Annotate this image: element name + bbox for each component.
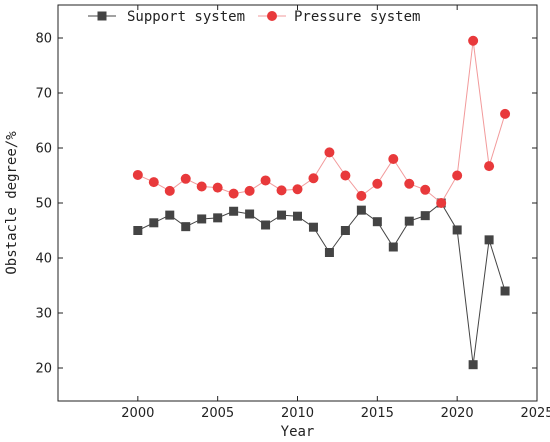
data-point-square (197, 214, 207, 224)
data-point-circle (132, 169, 143, 180)
data-point-square (213, 213, 223, 223)
data-point-square (261, 220, 271, 230)
data-point-square (245, 209, 255, 219)
legend-label-support: Support system (127, 9, 245, 25)
data-point-square (277, 210, 287, 220)
data-point-square (372, 217, 382, 227)
data-point-square (165, 210, 175, 220)
x-tick-label: 2020 (441, 406, 474, 421)
x-tick-label: 2025 (520, 406, 550, 421)
data-point-square (229, 206, 239, 216)
data-point-circle (292, 184, 303, 195)
y-tick-label: 20 (35, 362, 52, 377)
data-point-square (356, 205, 366, 215)
data-point-square (149, 218, 159, 228)
legend-marker-support (97, 11, 107, 21)
data-point-circle (324, 147, 335, 158)
y-tick-label: 60 (35, 142, 52, 157)
data-point-square (181, 222, 191, 232)
data-point-square (404, 216, 414, 226)
series-pressure-system (132, 35, 511, 208)
data-point-circle (260, 175, 271, 186)
data-point-circle (356, 190, 367, 201)
data-point-square (468, 360, 478, 370)
data-point-circle (388, 154, 399, 164)
x-tick-label: 2000 (121, 406, 154, 421)
series-line (137, 40, 506, 204)
data-point-square (133, 226, 143, 235)
data-point-circle (164, 185, 175, 196)
data-point-circle (212, 182, 223, 193)
data-point-circle (340, 170, 351, 181)
x-tick-label: 2010 (281, 406, 314, 421)
y-tick-label: 70 (35, 87, 52, 102)
data-point-circle (468, 35, 479, 46)
data-point-square (500, 286, 510, 296)
data-point-square (420, 211, 430, 221)
x-axis-label: Year (281, 424, 315, 440)
x-tick-label: 2005 (201, 406, 234, 421)
data-point-circle (500, 108, 511, 119)
data-point-circle (372, 178, 383, 189)
data-point-circle (148, 177, 159, 188)
y-axis-label: Obstacle degree/% (4, 131, 20, 275)
data-point-circle (180, 173, 191, 184)
plot-frame (57, 4, 538, 402)
y-tick-label: 80 (35, 32, 52, 47)
data-point-circle (452, 170, 463, 181)
data-point-circle (196, 181, 207, 192)
data-point-circle (228, 188, 239, 199)
data-point-circle (404, 178, 415, 189)
data-point-circle (436, 198, 447, 208)
series-support-system (133, 198, 510, 370)
data-point-square (308, 222, 318, 232)
data-point-circle (276, 185, 287, 196)
legend-label-pressure: Pressure system (294, 9, 420, 25)
data-point-square (340, 226, 350, 235)
legend: Support system Pressure system (88, 9, 420, 25)
x-tick-label: 2015 (361, 406, 394, 421)
data-point-square (324, 248, 334, 257)
legend-marker-pressure (267, 11, 277, 21)
data-point-square (452, 225, 462, 235)
data-point-square (293, 211, 302, 221)
y-tick-label: 50 (35, 197, 52, 212)
data-point-square (484, 235, 494, 245)
series-line (137, 202, 506, 365)
series-layer (132, 35, 511, 370)
data-point-circle (308, 173, 319, 184)
data-point-circle (420, 184, 431, 195)
y-tick-label: 30 (35, 307, 52, 322)
y-tick-label: 40 (35, 252, 52, 267)
data-point-circle (484, 161, 495, 172)
data-point-circle (244, 185, 255, 196)
data-point-square (388, 242, 398, 252)
